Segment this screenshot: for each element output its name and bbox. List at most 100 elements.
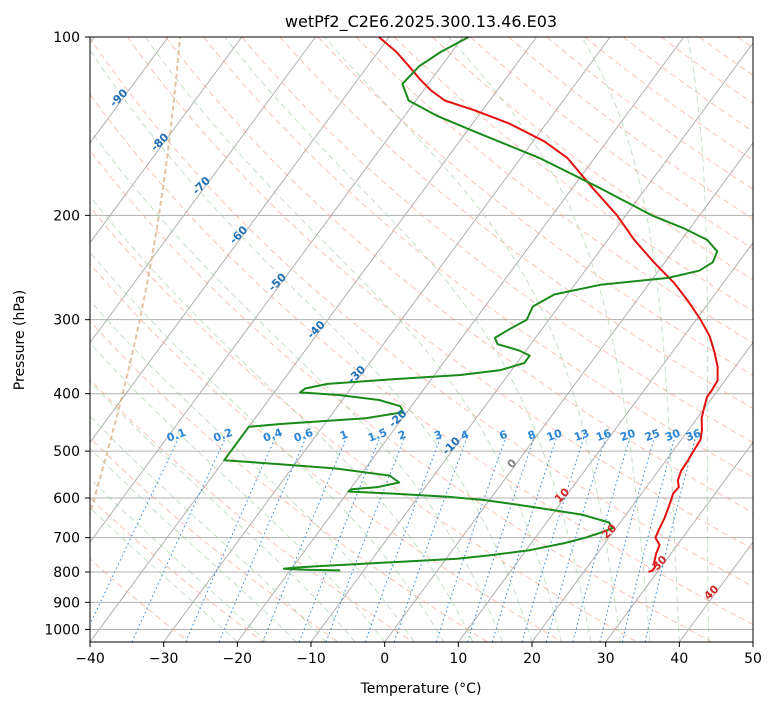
lcl-curve: [90, 37, 181, 518]
mixing-ratio-line: [185, 437, 276, 642]
moist-adiabat-line: [90, 49, 533, 642]
mixing-ratio-label: 3: [432, 428, 444, 443]
dry-adiabat-line: [90, 320, 488, 642]
mixing-ratio-label: 6: [498, 428, 510, 443]
moist-adiabat-line: [323, 37, 621, 642]
dry-adiabat-line: [432, 37, 753, 281]
mixing-ratio-lines: [90, 437, 696, 642]
moist-adiabat-line: [90, 380, 356, 642]
mixing-ratio-label: 36: [684, 426, 703, 444]
mixing-ratio-label: 16: [594, 426, 613, 444]
x-axis-label: Temperature (°C): [360, 681, 482, 697]
isotherm-line: [457, 241, 753, 642]
moist-adiabat-line: [448, 37, 651, 642]
moist-adiabat-line: [90, 447, 297, 642]
x-tick-label: −40: [75, 651, 105, 667]
x-tick-label: 30: [597, 651, 615, 667]
dry-adiabat-line: [165, 37, 753, 514]
x-tick-label: 0: [380, 651, 389, 667]
x-tick-label: −30: [149, 651, 179, 667]
mixing-ratio-line: [599, 437, 655, 642]
y-axis-ticks: 100 200 300 400 500 600 700 800 900 1000: [44, 30, 90, 638]
y-tick-label: 1000: [44, 622, 80, 638]
mixing-ratio-label: 30: [663, 426, 682, 444]
moist-adiabat-line: [90, 506, 238, 642]
mixing-ratio-label: 25: [643, 427, 662, 444]
isotherm-line: [605, 441, 753, 642]
mixing-ratio-label: 0.1: [165, 426, 188, 445]
y-tick-label: 800: [53, 565, 80, 581]
moist-adiabat-line: [687, 37, 710, 642]
mixing-ratio-label: 4: [459, 428, 471, 443]
mixing-ratio-line: [572, 437, 631, 642]
isotherm-line: [310, 42, 753, 642]
mixing-ratio-line: [131, 437, 226, 642]
mixing-ratio-line: [545, 437, 607, 642]
plot-frame: [89, 36, 754, 643]
moist-adiabat-line: [224, 37, 592, 642]
moist-adiabat-line: [581, 37, 680, 642]
mixing-ratio-line: [521, 437, 585, 642]
x-tick-label: 40: [670, 651, 688, 667]
x-tick-label: 50: [744, 651, 762, 667]
x-tick-label: −20: [223, 651, 253, 667]
y-tick-label: 600: [53, 491, 80, 507]
isotherm-line: [90, 37, 169, 144]
moist-adiabat-line: [90, 129, 503, 642]
dry-adiabat-line: [90, 149, 712, 642]
mixing-ratio-label: 10: [545, 426, 564, 444]
y-tick-label: 300: [53, 313, 80, 329]
isotherm-line: [384, 142, 753, 642]
mixing-ratio-label: 2: [396, 428, 408, 443]
mixing-ratio-label: 0.2: [212, 426, 235, 445]
moist-adiabat-line: [90, 415, 327, 642]
mixing-ratio-label: 20: [618, 426, 637, 444]
dry-adiabat-line: [355, 37, 753, 344]
mixing-ratio-line: [435, 437, 507, 642]
moist-adiabat-line: [90, 478, 268, 642]
moist-adiabats: [90, 37, 710, 642]
isotherm-line: [90, 37, 243, 244]
isotherm-line: [531, 341, 753, 642]
y-tick-label: 400: [53, 387, 80, 403]
dry-adiabat-line: [241, 37, 753, 444]
y-tick-label: 500: [53, 444, 80, 460]
plot-area: -100-90-80-70-60-50-40-30-20-10 01020304…: [90, 37, 753, 642]
moist-adiabat-line: [144, 37, 562, 642]
x-tick-label: 10: [449, 651, 467, 667]
dry-adiabat-line: [90, 93, 753, 626]
dewpoint-line: [223, 37, 719, 572]
isotherm-line: [90, 37, 390, 444]
mixing-ratio-line: [467, 437, 535, 642]
dry-adiabat-line: [546, 37, 753, 190]
mixing-ratio-label: 0.6: [292, 426, 315, 445]
dry-adiabats: [90, 37, 753, 642]
x-axis-ticks: −40 −30 −20 −10 0 10 20 30 40 50: [75, 642, 762, 667]
moist-adiabat-line: [90, 299, 415, 642]
dry-adiabat-line: [279, 37, 753, 410]
mixing-ratio-line: [491, 437, 557, 642]
isotherm-line: [90, 37, 537, 642]
dry-adiabat-line: [393, 37, 753, 312]
y-tick-label: 700: [53, 531, 80, 547]
chart-title: wetPf2_C2E6.2025.300.13.46.E03: [285, 12, 557, 32]
mixing-ratio-label: 13: [572, 427, 591, 444]
isotherm-line: [90, 37, 316, 344]
y-tick-label: 100: [53, 30, 80, 46]
series-lines: [223, 37, 719, 573]
mixing-ratio-label: 8: [526, 428, 538, 443]
mixing-ratio-label: 0.4: [261, 426, 284, 445]
x-tick-label: −10: [296, 651, 326, 667]
dry-adiabat-line: [90, 497, 264, 642]
dry-adiabat-line: [317, 37, 753, 377]
y-axis-label: Pressure (hPa): [12, 290, 28, 390]
x-tick-label: 20: [523, 651, 541, 667]
mixing-ratio-label: 1.5: [366, 426, 389, 445]
mixing-ratio-labels: 0.1 0.2 0.4 0.6 1 1.5 2 3 4 6 8 10 13 16 20 25 30 36: [165, 426, 703, 445]
isotherm-line: [90, 37, 464, 544]
lcl-line: [90, 37, 181, 518]
y-tick-label: 900: [53, 595, 80, 611]
moist-adiabat-line: [90, 342, 386, 642]
